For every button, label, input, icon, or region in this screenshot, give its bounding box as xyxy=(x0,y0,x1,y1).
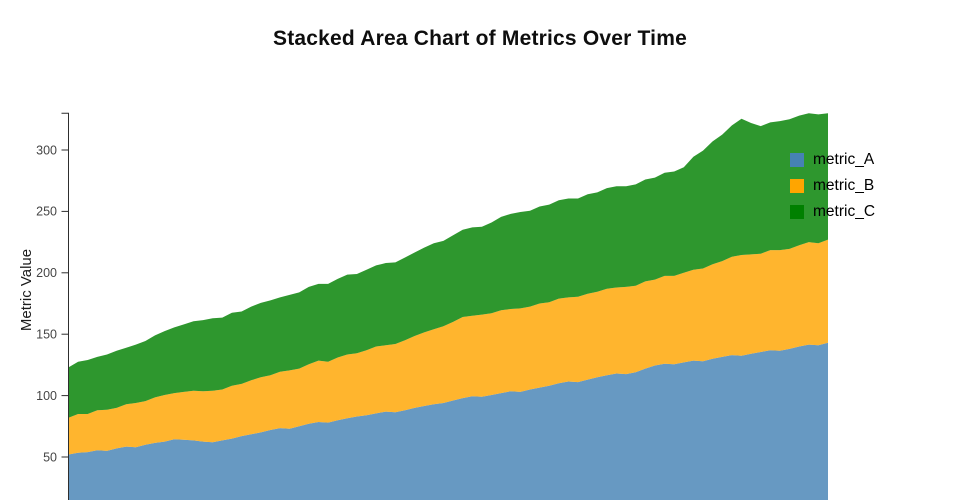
legend-swatch-metric-b xyxy=(790,179,804,193)
legend-label-metric-a: metric_A xyxy=(813,151,875,168)
legend-item-metric-c: metric_C xyxy=(790,199,875,225)
area-metric_C xyxy=(68,113,828,418)
area-metric_A xyxy=(68,342,828,500)
legend: metric_A metric_B metric_C xyxy=(790,147,875,225)
y-tick-label: 100 xyxy=(36,389,57,403)
legend-label-metric-b: metric_B xyxy=(813,177,875,194)
y-tick-label: 200 xyxy=(36,266,57,280)
y-tick-label: 50 xyxy=(43,450,57,464)
legend-item-metric-b: metric_B xyxy=(790,173,875,199)
chart-title: Stacked Area Chart of Metrics Over Time xyxy=(273,27,687,50)
y-tick-label: 250 xyxy=(36,205,57,219)
area-metric_B xyxy=(68,239,828,455)
legend-item-metric-a: metric_A xyxy=(790,147,875,173)
legend-label-metric-c: metric_C xyxy=(813,203,876,220)
y-tick-label: 150 xyxy=(36,328,57,342)
legend-swatch-metric-c xyxy=(790,205,804,219)
legend-swatch-metric-a xyxy=(790,153,804,167)
y-axis-line xyxy=(61,112,69,500)
y-tick-label: 300 xyxy=(36,143,57,157)
